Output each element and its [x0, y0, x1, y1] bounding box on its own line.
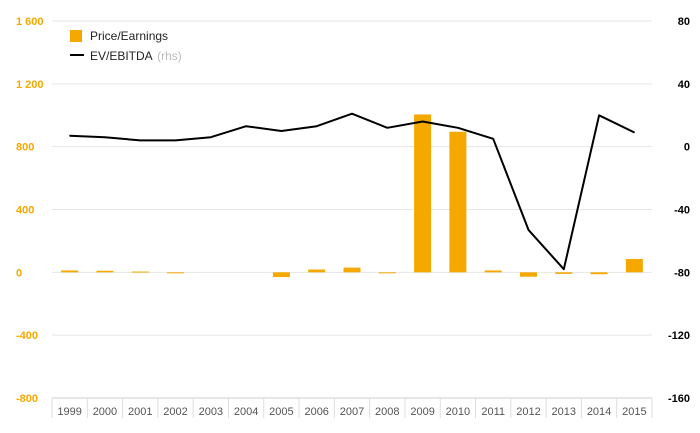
- right-axis-ticks: -160 -120 -80 -40 0 40 80: [668, 16, 690, 405]
- point-ev-ebitda: [633, 132, 635, 134]
- point-ev-ebitda: [316, 125, 318, 127]
- x-tick-label: 2006: [304, 406, 328, 418]
- legend-label-price-earnings: Price/Earnings: [90, 29, 168, 43]
- point-ev-ebitda: [280, 130, 282, 132]
- legend-label-ev-ebitda-name: EV/EBITDA: [90, 49, 153, 63]
- legend-label-ev-ebitda: EV/EBITDA (rhs): [90, 47, 182, 64]
- point-ev-ebitda: [210, 136, 212, 138]
- right-tick-label: -120: [668, 330, 690, 342]
- right-tick-label: 0: [684, 142, 690, 154]
- legend-label-ev-ebitda-suffix: (rhs): [157, 49, 182, 63]
- bar-price-earnings: [131, 271, 149, 273]
- line-ev-ebitda: [69, 112, 635, 271]
- bar-price-earnings: [167, 272, 185, 274]
- left-tick-label: -800: [16, 393, 38, 405]
- point-ev-ebitda: [422, 121, 424, 123]
- x-tick-label: 2014: [587, 406, 611, 418]
- x-tick-label: 2007: [340, 406, 364, 418]
- bar-price-earnings: [625, 258, 643, 273]
- price-earnings-bars: [61, 114, 643, 278]
- point-ev-ebitda: [139, 139, 141, 141]
- left-tick-label: 400: [16, 205, 34, 217]
- x-tick-label: 2013: [552, 406, 576, 418]
- left-tick-label: 0: [16, 267, 22, 279]
- bar-price-earnings: [343, 267, 361, 273]
- bar-price-earnings: [449, 131, 467, 273]
- x-tick-label: 2005: [269, 406, 293, 418]
- x-tick-label: 1999: [57, 406, 81, 418]
- point-ev-ebitda: [104, 136, 106, 138]
- point-ev-ebitda: [69, 135, 71, 137]
- point-ev-ebitda: [563, 268, 565, 270]
- point-ev-ebitda: [527, 229, 529, 231]
- point-ev-ebitda: [386, 127, 388, 129]
- legend-swatch-price-earnings: [70, 30, 82, 42]
- bar-price-earnings: [308, 269, 326, 273]
- left-tick-label: 1 200: [16, 79, 44, 91]
- right-tick-label: -80: [674, 267, 690, 279]
- ev-ebitda-line-group: [69, 112, 635, 271]
- x-tick-label: 2011: [481, 406, 505, 418]
- x-tick-label: 2004: [234, 406, 258, 418]
- legend: Price/Earnings EV/EBITDA (rhs): [70, 29, 182, 64]
- bar-price-earnings: [272, 272, 290, 278]
- x-tick-label: 2001: [128, 406, 152, 418]
- x-tick-label: 2000: [93, 406, 117, 418]
- right-tick-label: -40: [674, 205, 690, 217]
- point-ev-ebitda: [457, 127, 459, 129]
- point-ev-ebitda: [492, 138, 494, 140]
- bar-price-earnings: [555, 272, 573, 274]
- right-tick-label: 40: [678, 79, 690, 91]
- x-tick-label: 2012: [516, 406, 540, 418]
- x-tick-label: 2008: [375, 406, 399, 418]
- x-tick-label: 2003: [199, 406, 223, 418]
- right-tick-label: 80: [678, 16, 690, 28]
- gridlines: [52, 20, 652, 336]
- x-tick-label: 2009: [410, 406, 434, 418]
- x-tick-label: 2015: [622, 406, 646, 418]
- bar-price-earnings: [96, 270, 114, 273]
- bar-price-earnings: [590, 272, 608, 275]
- bar-price-earnings: [378, 272, 396, 274]
- x-axis: 1999 2000 2001 2002 2003 2004 2005 2006 2007 2008…: [51, 397, 653, 418]
- left-tick-label: 1 600: [16, 16, 44, 28]
- bar-price-earnings: [61, 270, 79, 273]
- point-ev-ebitda: [245, 125, 247, 127]
- left-tick-label: -400: [16, 330, 38, 342]
- left-axis-ticks: -800 -400 0 400 800 1 200 1 600: [16, 16, 44, 405]
- point-ev-ebitda: [351, 113, 353, 115]
- point-ev-ebitda: [598, 114, 600, 116]
- x-tick-label: 2010: [446, 406, 470, 418]
- bar-price-earnings: [519, 272, 537, 277]
- bar-price-earnings: [484, 270, 502, 273]
- point-ev-ebitda: [175, 139, 177, 141]
- left-tick-label: 800: [16, 142, 34, 154]
- right-tick-label: -160: [668, 393, 690, 405]
- bar-price-earnings: [414, 114, 432, 273]
- x-tick-label: 2002: [163, 406, 187, 418]
